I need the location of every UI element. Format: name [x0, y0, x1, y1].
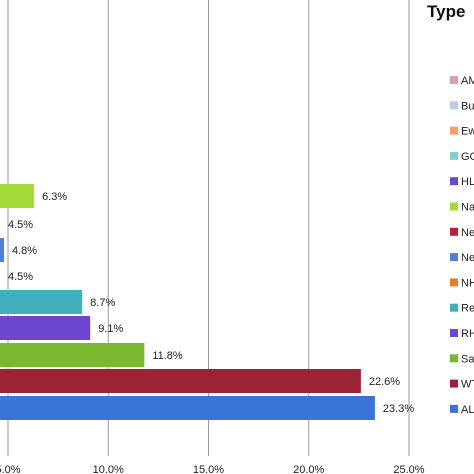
legend-items: AM Bu Ew GC HL Na Ne Ne NH Re RH Sa WT AL [450, 75, 474, 416]
bar-value-label: 4.5% [8, 219, 33, 231]
bar-value-label: 6.3% [42, 191, 67, 203]
legend-swatch [450, 227, 458, 236]
legend-swatch [450, 151, 458, 160]
legend-swatch [450, 126, 458, 135]
legend-swatch [450, 177, 458, 186]
legend: Type AM Bu Ew GC HL Na Ne Ne NH Re RH Sa WT AL [427, 2, 474, 416]
x-tick-label: 10.0% [93, 464, 124, 474]
legend-swatch [450, 278, 458, 287]
bar [0, 238, 4, 262]
legend-swatch [450, 76, 458, 84]
bar-value-label: 8.7% [90, 297, 115, 309]
legend-swatch [450, 329, 458, 337]
legend-label: WT [461, 379, 474, 391]
legend-swatch [450, 379, 458, 388]
bar [0, 343, 145, 367]
legend-swatch [450, 354, 458, 363]
x-tick-label: 5.0% [0, 464, 21, 474]
bar-value-label: 23.3% [383, 403, 414, 415]
x-tick-label: 15.0% [193, 464, 224, 474]
bar-value-label: 22.6% [369, 376, 400, 388]
bar [0, 184, 35, 208]
bar-value-label: 4.5% [8, 271, 33, 283]
bar [0, 316, 91, 340]
legend-label: Ne [461, 252, 474, 264]
x-tick-label: 25.0% [393, 464, 424, 474]
legend-label: AM [461, 75, 474, 87]
bar [0, 396, 375, 420]
legend-label: RH [461, 328, 474, 340]
legend-swatch [450, 303, 458, 312]
bar [0, 369, 361, 393]
x-tick-labels: 5.0% 10.0% 15.0% 20.0% 25.0% [0, 464, 425, 474]
legend-title: Type [427, 2, 465, 21]
legend-label: NH [461, 277, 474, 289]
bar-value-label: 4.8% [12, 245, 37, 257]
legend-label: Re [461, 303, 474, 315]
legend-swatch [450, 404, 458, 413]
bars [0, 184, 375, 420]
x-tick-label: 20.0% [293, 464, 324, 474]
legend-label: Bu [461, 100, 474, 112]
legend-swatch [450, 101, 458, 110]
legend-label: GC [461, 151, 474, 163]
legend-label: Ne [461, 227, 474, 239]
legend-label: AL [461, 404, 474, 416]
bar-value-label: 9.1% [98, 323, 123, 335]
legend-label: HL [461, 176, 474, 188]
legend-label: Ew [461, 126, 474, 138]
bar-value-label: 11.8% [152, 350, 183, 362]
legend-swatch [450, 202, 458, 211]
legend-label: Sa [461, 353, 474, 365]
bar [0, 290, 83, 314]
legend-label: Na [461, 202, 474, 214]
legend-swatch [450, 253, 458, 262]
data-labels: 6.3% 4.5% 4.8% 4.5% 8.7% 9.1% 11.8% 22.6% 23.3% [8, 191, 414, 415]
